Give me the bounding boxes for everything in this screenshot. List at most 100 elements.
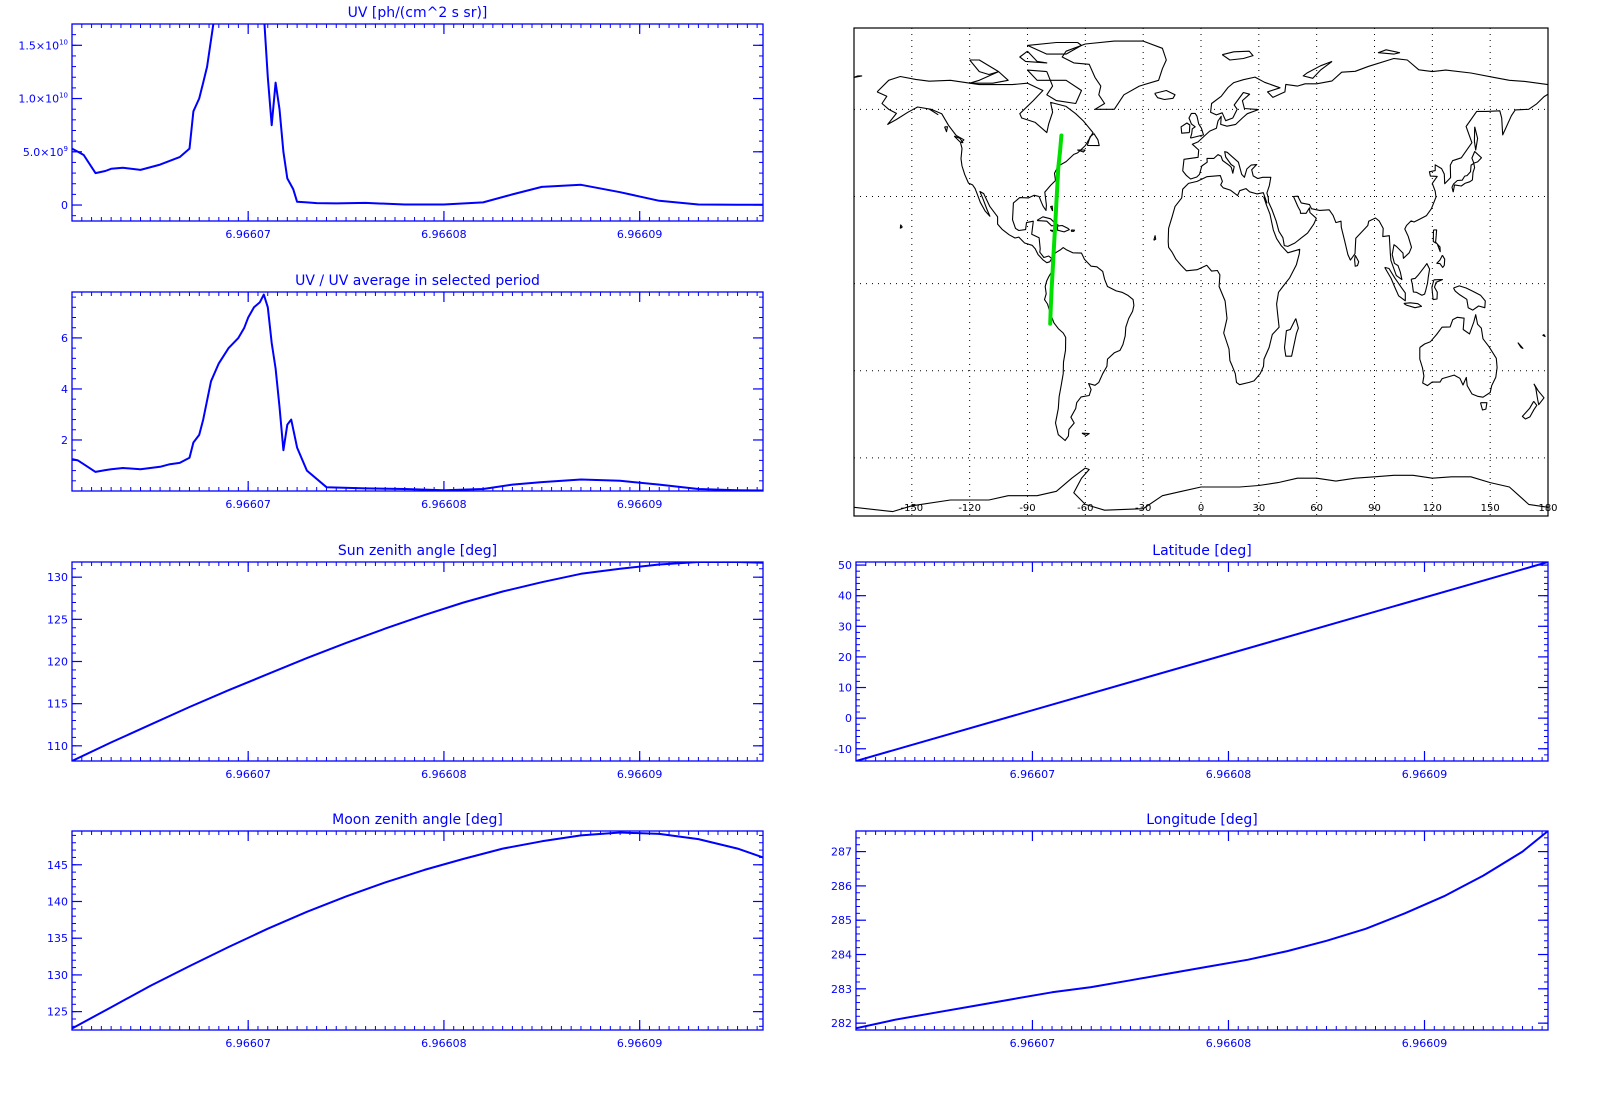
map-lon-tick-label: 30 [1252,503,1265,514]
coastline-18 [1384,266,1406,302]
coastline-45 [854,75,863,78]
coastline-39 [1050,205,1054,212]
data-line [856,831,1548,1030]
map-lon-tick-label: 60 [1310,503,1323,514]
panel-7: Longitude [deg] 6.96607 6.96608 6.96609 282 2… [831,812,1549,1050]
coastline-42 [1517,342,1524,349]
coastline-19 [1403,302,1423,309]
map-lon-tick-label: -150 [900,503,923,514]
x-tick-label: 6.96609 [617,768,663,781]
y-tick-label: -10 [834,743,852,756]
y-tick-label: 2 [61,434,68,447]
y-tick-label: 283 [831,983,852,996]
coastline-48 [1221,50,1254,61]
y-tick-label: 115 [47,698,68,711]
map-lon-tick-label: 120 [1423,503,1442,514]
coastline-47 [1377,49,1401,55]
panel-6: Latitude [deg] 6.96607 6.96608 6.96609 -10 0 1… [834,543,1549,781]
data-line [72,562,763,761]
y-tick-label: 1.5×1010 [18,38,68,52]
panel-5: -150 -120 -90 -60 -30 0 30 60 90 120 150 180 [853,27,1558,517]
coastline-5 [1419,314,1498,398]
y-tick-label: 130 [47,571,68,584]
coastline-7 [1061,40,1167,110]
x-tick-label: 6.96607 [225,498,271,511]
map-lon-tick-label: -120 [958,503,981,514]
y-tick-label: 0 [845,712,852,725]
x-tick-label: 6.96607 [1010,1037,1056,1050]
y-tick-label: 50 [838,559,852,572]
x-tick-label: 6.96607 [225,228,271,241]
map-frame [853,27,1549,517]
y-tick-label: 284 [831,949,852,962]
coastline-6 [854,467,1548,513]
panel-title: Moon zenith angle [deg] [332,812,503,828]
panel-1: UV [ph/(cm^2 s sr)] 6.96607 6.96608 6.96609… [18,5,764,241]
coastline-21 [1453,285,1486,311]
y-tick-label: 5.0×109 [23,145,68,159]
coastline-22 [1431,279,1443,301]
coastline-46 [1302,60,1333,79]
coastline-36 [1086,133,1100,147]
coastline-43 [1542,334,1546,338]
coastline-25 [1354,254,1360,267]
coastline-38 [1153,235,1157,241]
coastline-29 [1036,216,1059,227]
coastline-33 [944,126,949,133]
data-line [72,831,763,1030]
coastline-26 [1283,318,1299,357]
data-line [856,562,1548,761]
y-tick-label: 282 [831,1017,852,1030]
coastline-4 [1182,57,1548,281]
coastline-10 [1026,69,1083,105]
coastline-8 [1026,41,1083,55]
y-tick-label: 30 [838,620,852,633]
map-lon-tick-label: 150 [1481,503,1500,514]
y-tick-label: 6 [61,332,68,345]
map-lon-tick-label: -90 [1019,503,1035,514]
x-tick-label: 6.96608 [421,228,467,241]
y-tick-label: 110 [47,740,68,753]
coastline-35 [1077,149,1086,153]
x-tick-label: 6.96609 [617,228,663,241]
axes-frame [71,23,764,222]
x-tick-label: 6.96609 [1402,1037,1448,1050]
coastline-24 [1436,254,1446,268]
panel-title: Latitude [deg] [1152,543,1251,559]
coastline-34 [953,135,964,144]
map-lon-tick-label: 180 [1538,503,1557,514]
x-tick-label: 6.96609 [1402,768,1448,781]
panel-title: UV [ph/(cm^2 s sr)] [348,5,488,21]
panel-2: UV / UV average in selected period 6.9660… [61,273,764,511]
coastline-32 [1070,229,1076,232]
y-tick-label: 4 [61,383,68,396]
x-tick-label: 6.96607 [1010,768,1056,781]
map-lon-tick-label: -60 [1077,503,1093,514]
coastline-49 [928,108,939,116]
y-tick-label: 287 [831,846,852,859]
y-tick-label: 10 [838,682,852,695]
axes-frame [855,830,1549,1031]
panel-title: Sun zenith angle [deg] [338,543,497,559]
y-tick-label: 286 [831,880,852,893]
map-lon-tick-label: 0 [1198,503,1204,514]
y-tick-label: 135 [47,932,68,945]
coastline-44 [1479,402,1488,411]
coastline-11 [969,59,1000,76]
x-tick-label: 6.96608 [421,498,467,511]
coastline-3 [1167,175,1301,386]
coastline-13 [1154,89,1176,101]
y-tick-label: 145 [47,859,68,872]
coastline-30 [1056,224,1070,233]
coastlines [854,40,1548,513]
coastline-23 [1432,229,1441,253]
coastline-27 [1533,383,1545,406]
coastline-28 [1521,400,1538,420]
coastline-2 [1043,247,1135,442]
panel-title: Longitude [deg] [1146,812,1257,828]
coastline-20 [1410,263,1431,296]
y-tick-label: 0 [61,199,68,212]
y-tick-label: 20 [838,651,852,664]
x-tick-label: 6.96609 [617,498,663,511]
